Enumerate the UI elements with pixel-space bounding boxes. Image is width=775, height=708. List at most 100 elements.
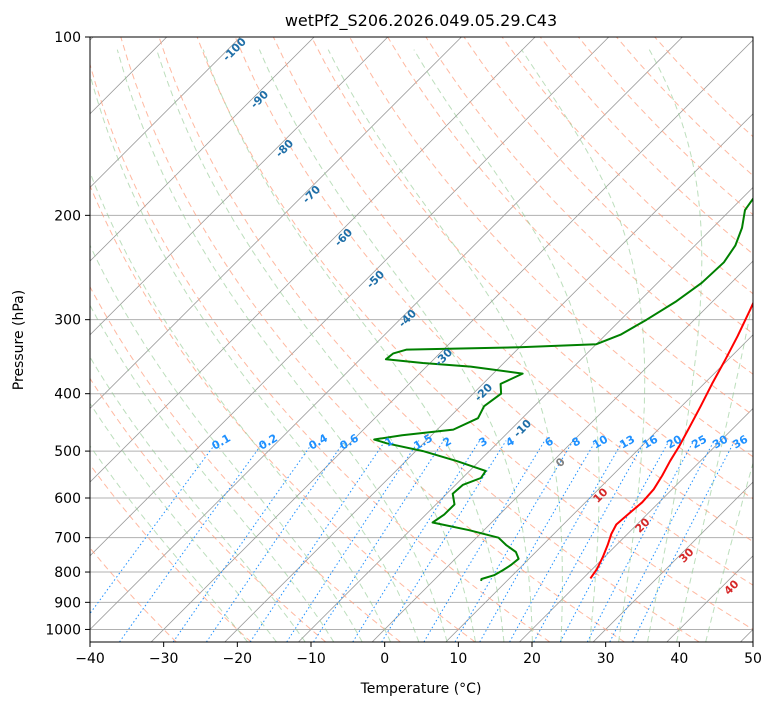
mixing-ratio-label: 13 [617, 433, 637, 452]
y-tick-label: 700 [54, 531, 81, 547]
y-tick-label: 400 [54, 387, 81, 403]
dry-adiabat-line [90, 62, 551, 642]
dry-adiabat-label: -60 [332, 226, 355, 249]
x-tick-label: 50 [744, 651, 762, 667]
mixing-ratio-label: 0.4 [307, 431, 331, 452]
mixing-ratio-line [249, 440, 386, 642]
moist-adiabat-line [156, 49, 476, 642]
axes-layer: −40 −30 −20 −10 0 10 20 30 40 5010020030040050060… [45, 30, 762, 667]
dry-adiabat-line [234, 37, 753, 586]
moist-adiabat-line [676, 296, 753, 642]
x-tick-label: 30 [597, 651, 615, 667]
mixing-ratio-label: 6 [543, 434, 556, 449]
isotherm-line [224, 113, 753, 642]
y-tick-label: 800 [54, 565, 81, 581]
dry-adiabat-label: -40 [396, 307, 419, 330]
dry-adiabat-line [311, 37, 753, 500]
moist-adiabat-line [90, 445, 248, 642]
isotherm-line [90, 37, 389, 336]
mixing-ratio-label: 16 [640, 432, 660, 451]
dry-adiabat-line [539, 37, 753, 255]
moist-adiabat-line [90, 356, 306, 642]
isotherm-line [90, 37, 315, 262]
y-tick-label: 900 [54, 595, 81, 611]
isotherm-line [90, 37, 462, 410]
x-tick-label: −20 [223, 651, 253, 667]
moist-adiabat-label: 0 [553, 455, 568, 470]
x-tick-label: −40 [75, 651, 105, 667]
mixing-ratio-line [509, 440, 624, 642]
mixing-ratio-line [286, 440, 420, 642]
mixing-ratio-line [90, 440, 219, 615]
moist-adiabat-line [413, 49, 600, 642]
mixing-ratio-label: 2 [441, 435, 454, 450]
mixing-ratio-line [381, 440, 507, 642]
mixing-ratio-line [609, 440, 715, 642]
mixing-ratio-label: 10 [590, 432, 610, 451]
y-axis-label: Pressure (hPa) [11, 290, 27, 390]
background-lines [90, 37, 753, 642]
mixing-ratio-line [559, 440, 670, 642]
dry-adiabat-line [654, 37, 753, 138]
dry-adiabat-label: -90 [248, 88, 271, 111]
mixing-ratio-label: 30 [710, 432, 730, 451]
mixing-ratio-line [172, 440, 315, 642]
mixing-ratio-label: 25 [689, 433, 709, 452]
dry-adiabat-line [90, 285, 401, 642]
mixing-ratio-label: 0.1 [210, 432, 233, 453]
isotherm-line [371, 260, 753, 642]
isotherm-line [90, 37, 610, 557]
mixing-ratio-line [423, 440, 546, 642]
dry-adiabat-line [616, 37, 753, 177]
x-tick-label: −10 [296, 651, 326, 667]
dry-adiabat-line [501, 37, 753, 295]
moist-adiabat-line [90, 244, 363, 642]
mixing-ratio-line [313, 440, 445, 642]
y-tick-label: 300 [54, 313, 81, 329]
mixing-ratio-line [479, 440, 597, 642]
mixing-ratio-label: 36 [730, 432, 750, 451]
moist-adiabat-line [202, 49, 505, 642]
x-tick-label: 40 [670, 651, 688, 667]
dewpoint-profile-line [373, 197, 753, 582]
y-tick-label: 1000 [45, 622, 81, 638]
dry-adiabat-label: -50 [364, 268, 387, 291]
dry-adiabat-line [387, 37, 753, 416]
x-tick-label: 0 [380, 651, 389, 667]
mixing-ratio-line [205, 440, 346, 642]
moist-adiabat-label: 40 [722, 577, 742, 597]
moist-adiabat-line [258, 49, 533, 642]
mixing-ratio-line [352, 440, 481, 642]
isotherm-line [90, 37, 536, 483]
x-tick-label: 10 [449, 651, 467, 667]
moist-adiabat-line [90, 304, 335, 642]
dry-adiabat-line [90, 377, 327, 642]
annotation-layer: -100-90-80-70-60-50-40-30-20-100.1 0.2 0.4… [210, 35, 751, 598]
isotherm-line [445, 334, 753, 642]
isotherm-line [90, 37, 683, 631]
dry-adiabat-line [90, 463, 252, 642]
x-tick-label: −30 [149, 651, 179, 667]
mixing-ratio-label: 4 [504, 434, 517, 449]
chart-title: wetPf2_S206.2026.049.05.29.C43 [285, 11, 557, 31]
moist-adiabat-line [705, 461, 753, 642]
dry-adiabat-label: -10 [511, 417, 534, 440]
moist-adiabat-line [521, 49, 646, 642]
mixing-ratio-line [119, 440, 265, 642]
series-layer [373, 197, 753, 582]
dry-adiabat-line [158, 37, 700, 642]
isotherm-line [740, 628, 753, 642]
dry-adiabat-label: -80 [273, 137, 296, 160]
temperature-profile-line [589, 301, 753, 579]
isotherm-line [90, 37, 241, 189]
isotherm-line [519, 407, 753, 642]
dry-adiabat-line [463, 37, 753, 335]
dry-adiabat-line [196, 37, 753, 630]
moist-adiabat-line [90, 171, 391, 642]
dry-adiabat-line [90, 184, 476, 642]
mixing-ratio-label: 3 [477, 435, 490, 450]
y-tick-label: 600 [54, 491, 81, 507]
y-tick-label: 200 [54, 208, 81, 224]
mixing-ratio-label: 8 [570, 435, 583, 450]
